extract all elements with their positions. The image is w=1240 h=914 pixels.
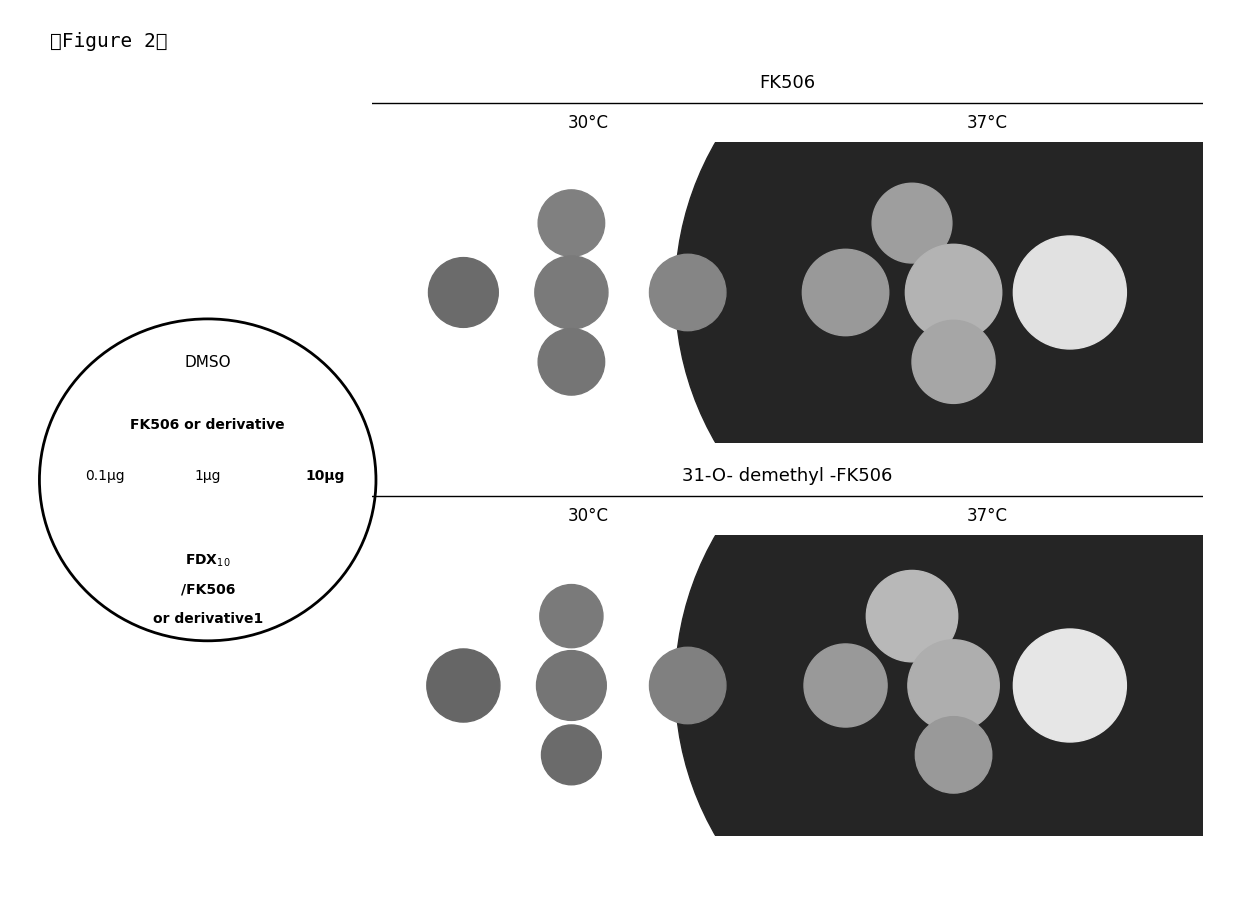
- Text: 37°C: 37°C: [966, 507, 1007, 526]
- Text: 1μg: 1μg: [195, 469, 221, 484]
- Ellipse shape: [534, 256, 608, 329]
- Text: or derivative1: or derivative1: [153, 611, 263, 626]
- Text: 37°C: 37°C: [966, 114, 1007, 133]
- Ellipse shape: [915, 717, 992, 793]
- Ellipse shape: [676, 387, 1240, 914]
- Ellipse shape: [429, 258, 498, 327]
- Ellipse shape: [872, 183, 952, 263]
- Ellipse shape: [650, 254, 725, 331]
- Text: FK506 or derivative: FK506 or derivative: [130, 418, 285, 432]
- Ellipse shape: [1013, 236, 1126, 349]
- Ellipse shape: [1013, 629, 1126, 742]
- Text: FDX$_{10}$: FDX$_{10}$: [185, 552, 231, 569]
- Ellipse shape: [867, 570, 957, 662]
- Ellipse shape: [537, 651, 606, 720]
- Text: FK506: FK506: [759, 74, 816, 92]
- Ellipse shape: [542, 725, 601, 785]
- Text: /FK506: /FK506: [181, 582, 234, 597]
- Ellipse shape: [538, 190, 605, 256]
- Text: 30°C: 30°C: [568, 507, 609, 526]
- Ellipse shape: [911, 320, 994, 403]
- Text: 【Figure 2】: 【Figure 2】: [50, 32, 167, 51]
- Ellipse shape: [676, 0, 1240, 591]
- Text: 31-O- demethyl -FK506: 31-O- demethyl -FK506: [682, 467, 893, 485]
- Ellipse shape: [427, 649, 500, 722]
- Ellipse shape: [804, 644, 887, 727]
- Ellipse shape: [538, 329, 605, 395]
- Ellipse shape: [539, 585, 603, 648]
- Text: 30°C: 30°C: [568, 114, 609, 133]
- Ellipse shape: [802, 250, 889, 335]
- Text: 0.1μg: 0.1μg: [86, 469, 125, 484]
- Ellipse shape: [905, 244, 1002, 341]
- Text: 10μg: 10μg: [305, 469, 345, 484]
- Ellipse shape: [908, 640, 999, 731]
- Text: DMSO: DMSO: [185, 356, 231, 370]
- Ellipse shape: [650, 647, 725, 724]
